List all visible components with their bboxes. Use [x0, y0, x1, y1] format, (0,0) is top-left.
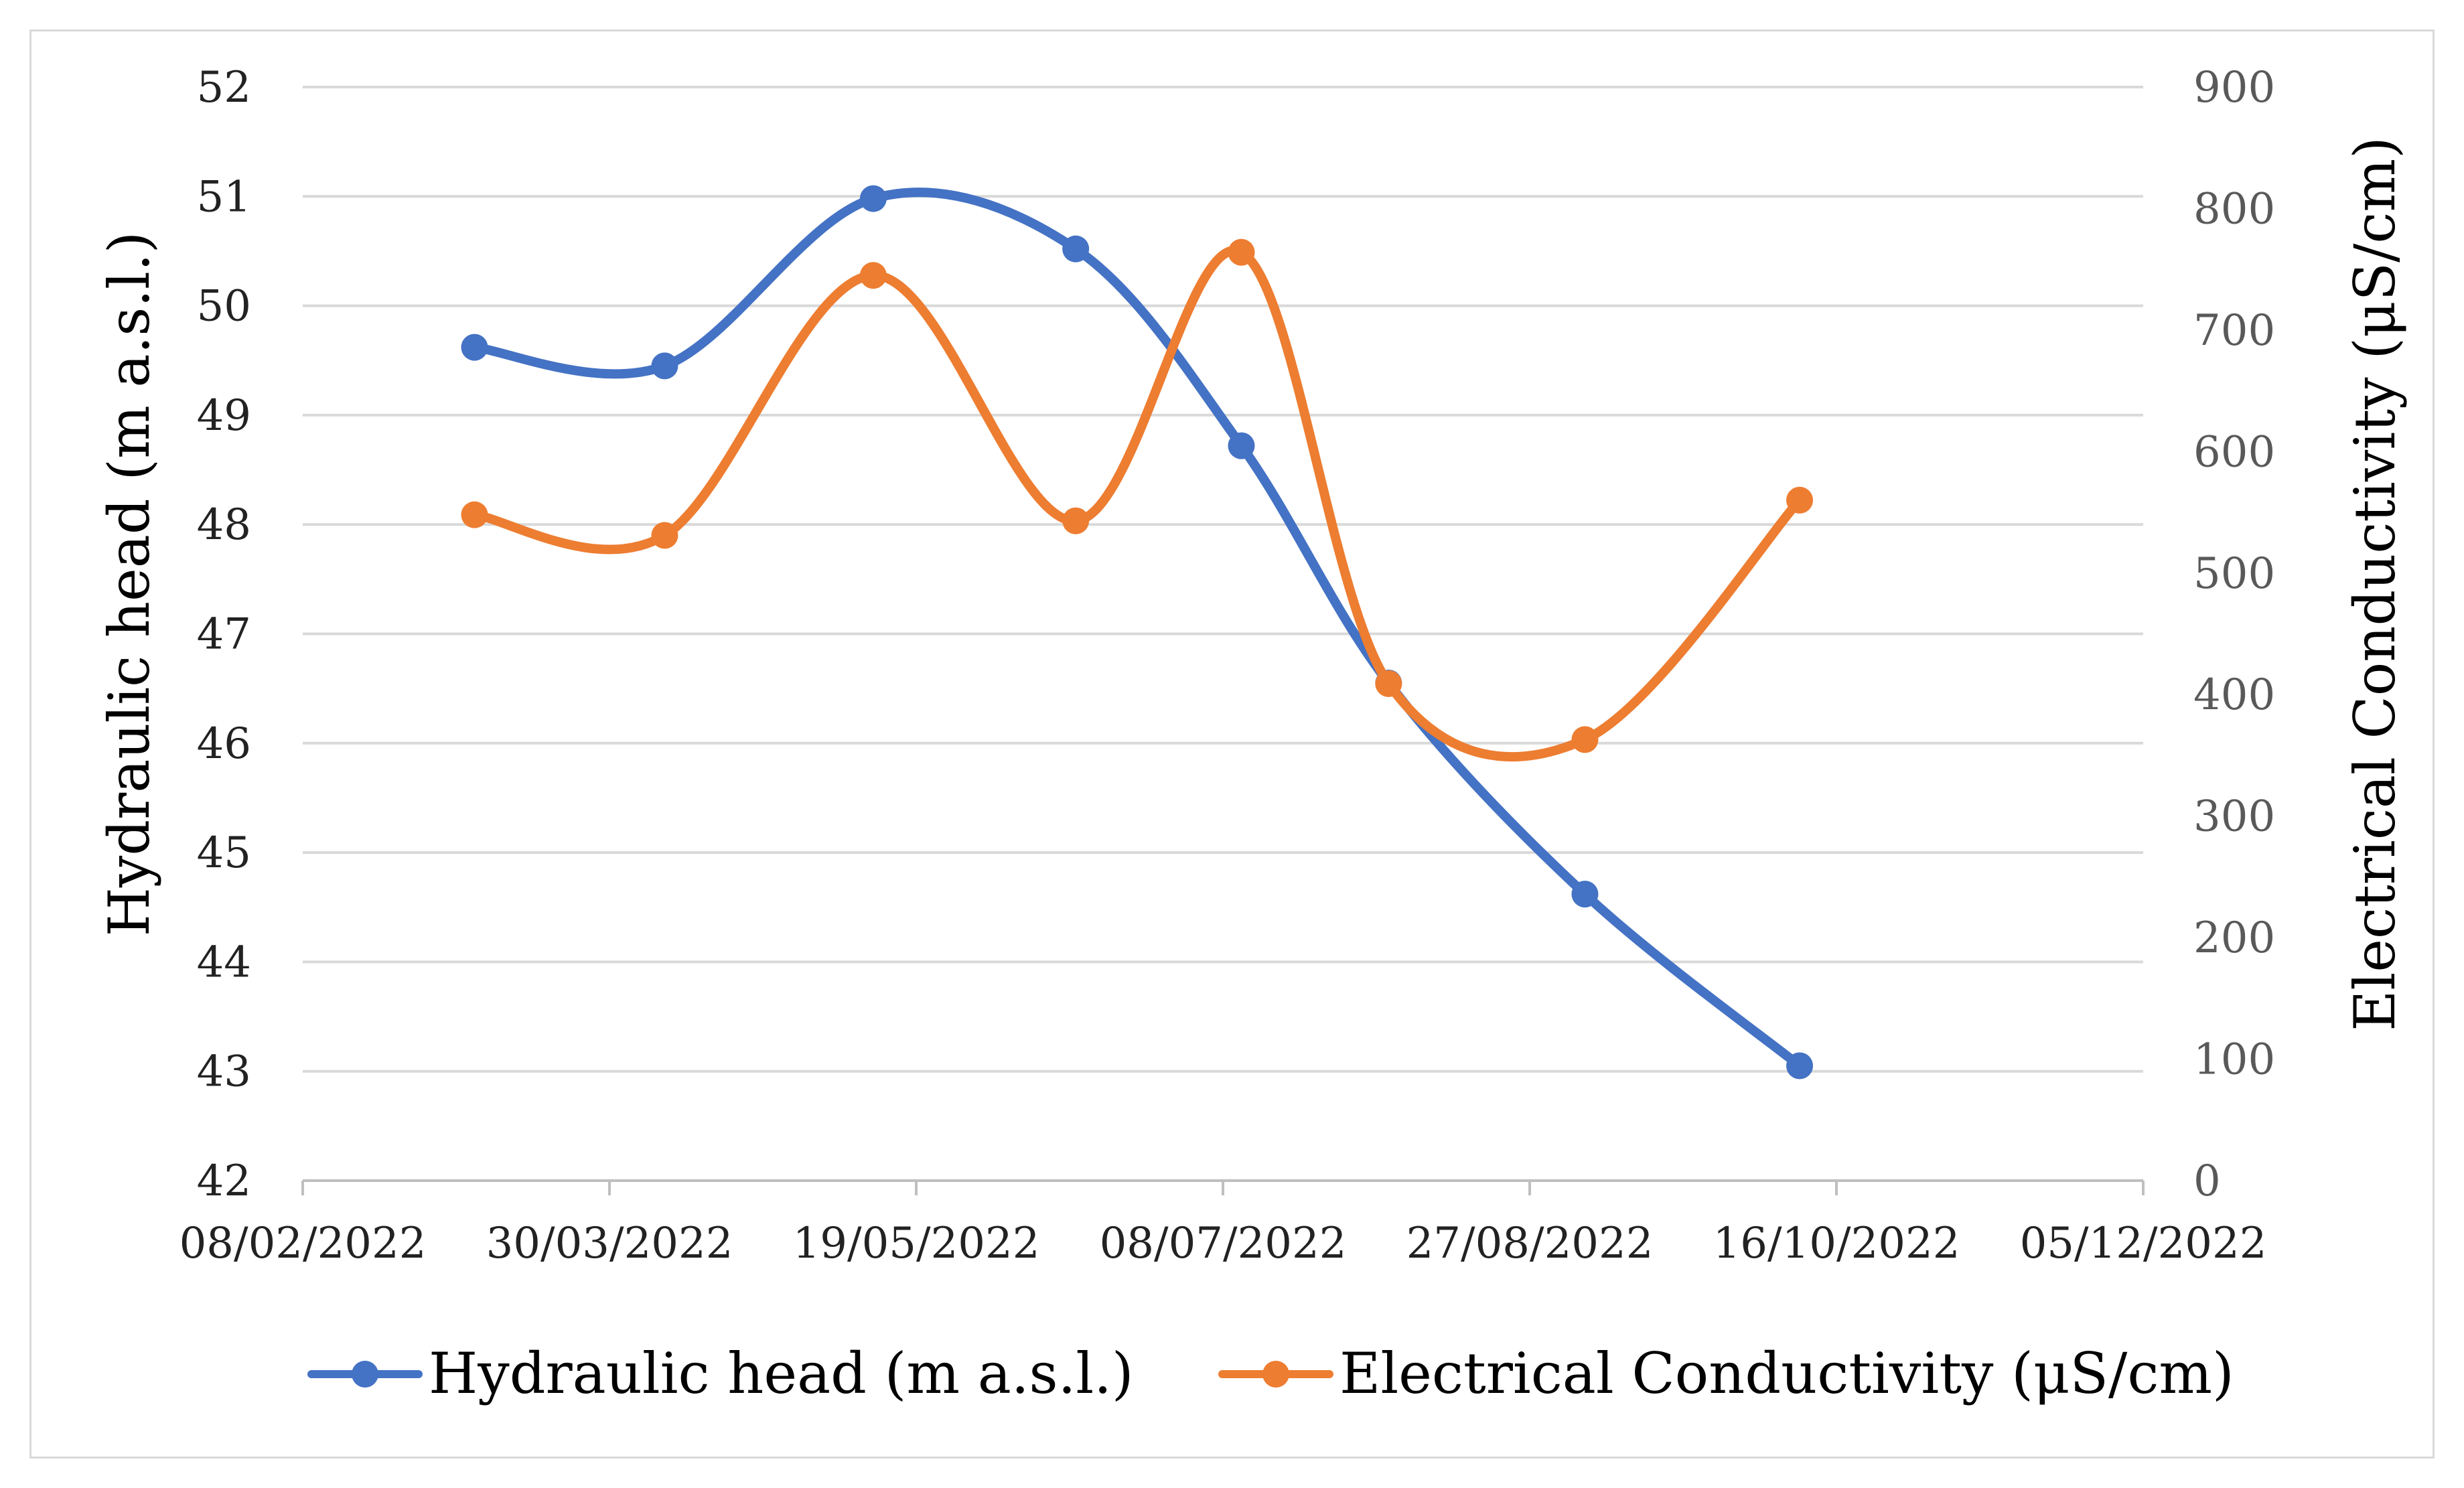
legend-label-hydraulic-head: Hydraulic head (m a.s.l.) [429, 1341, 1134, 1406]
data-point [1062, 235, 1090, 263]
data-point [651, 522, 678, 549]
series-line [469, 246, 1805, 762]
y2-tick-label: 500 [2193, 549, 2275, 599]
y2-tick-label: 900 [2193, 63, 2275, 113]
right-axis-title: Electrical Conductivity (μS/cm) [2342, 137, 2408, 1031]
y-tick-label: 42 [197, 1157, 251, 1206]
data-point [461, 501, 488, 528]
data-point [1062, 507, 1090, 534]
x-tick-label: 08/07/2022 [1100, 1219, 1347, 1268]
y2-tick-label: 400 [2193, 670, 2275, 720]
data-point [859, 262, 887, 289]
legend-label-electrical-conductivity: Electrical Conductivity (μS/cm) [1339, 1341, 2234, 1406]
y-tick-label: 52 [197, 63, 251, 113]
axes [301, 1179, 2145, 1195]
y-tick-label: 46 [197, 719, 251, 769]
y2-tick-label: 800 [2193, 184, 2275, 234]
data-point [859, 185, 887, 212]
y-tick-label: 49 [197, 391, 251, 441]
legend-item-electrical-conductivity: Electrical Conductivity (μS/cm) [1218, 1341, 2234, 1406]
x-axis-ticks: 08/02/2022 30/03/2022 19/05/2022 08/07/2022… [179, 1219, 2267, 1268]
x-tick-label: 16/10/2022 [1713, 1219, 1960, 1268]
y2-tick-label: 300 [2193, 792, 2275, 842]
legend-marker-electrical-conductivity [1262, 1361, 1289, 1388]
series-line [469, 188, 1805, 1071]
data-point [461, 333, 488, 361]
legend-marker-hydraulic-head [352, 1361, 378, 1388]
data-point [1228, 432, 1255, 459]
y2-tick-label: 700 [2193, 306, 2275, 356]
legend: Hydraulic head (m a.s.l.) Electrical Con… [307, 1341, 2234, 1406]
data-point [1786, 486, 1814, 514]
x-tick-label: 30/03/2022 [486, 1219, 733, 1268]
x-tick-label: 19/05/2022 [793, 1219, 1040, 1268]
left-axis-ticks: 42 43 44 45 46 47 48 49 50 51 52 [197, 63, 251, 1206]
y-tick-label: 45 [197, 828, 251, 878]
y2-tick-label: 100 [2193, 1035, 2275, 1085]
x-tick-label: 08/02/2022 [179, 1219, 427, 1268]
y-tick-label: 44 [197, 938, 251, 987]
series-layer [461, 185, 1814, 1080]
series-electrical-conductivity [461, 238, 1814, 762]
legend-item-hydraulic-head: Hydraulic head (m a.s.l.) [307, 1341, 1134, 1406]
series-hydraulic-head [461, 185, 1814, 1080]
x-tick-label: 05/12/2022 [2020, 1219, 2267, 1268]
data-point [1786, 1052, 1814, 1080]
gridlines [303, 86, 2143, 1073]
data-point [1375, 670, 1402, 697]
y2-tick-label: 0 [2193, 1157, 2221, 1206]
y-tick-label: 50 [197, 282, 251, 331]
left-axis-title: Hydraulic head (m a.s.l.) [96, 232, 162, 937]
y-tick-label: 43 [197, 1047, 251, 1097]
data-point [651, 352, 678, 380]
data-point [1228, 238, 1255, 266]
x-tick-label: 27/08/2022 [1406, 1219, 1654, 1268]
y2-tick-label: 200 [2193, 913, 2275, 963]
y-tick-label: 48 [197, 500, 251, 550]
y-tick-label: 51 [197, 172, 251, 222]
data-point [1571, 726, 1599, 753]
y2-tick-label: 600 [2193, 427, 2275, 477]
data-point [1571, 881, 1599, 908]
right-axis-ticks: 0 100 200 300 400 500 600 700 800 900 [2193, 63, 2275, 1206]
y-tick-label: 47 [197, 610, 251, 660]
